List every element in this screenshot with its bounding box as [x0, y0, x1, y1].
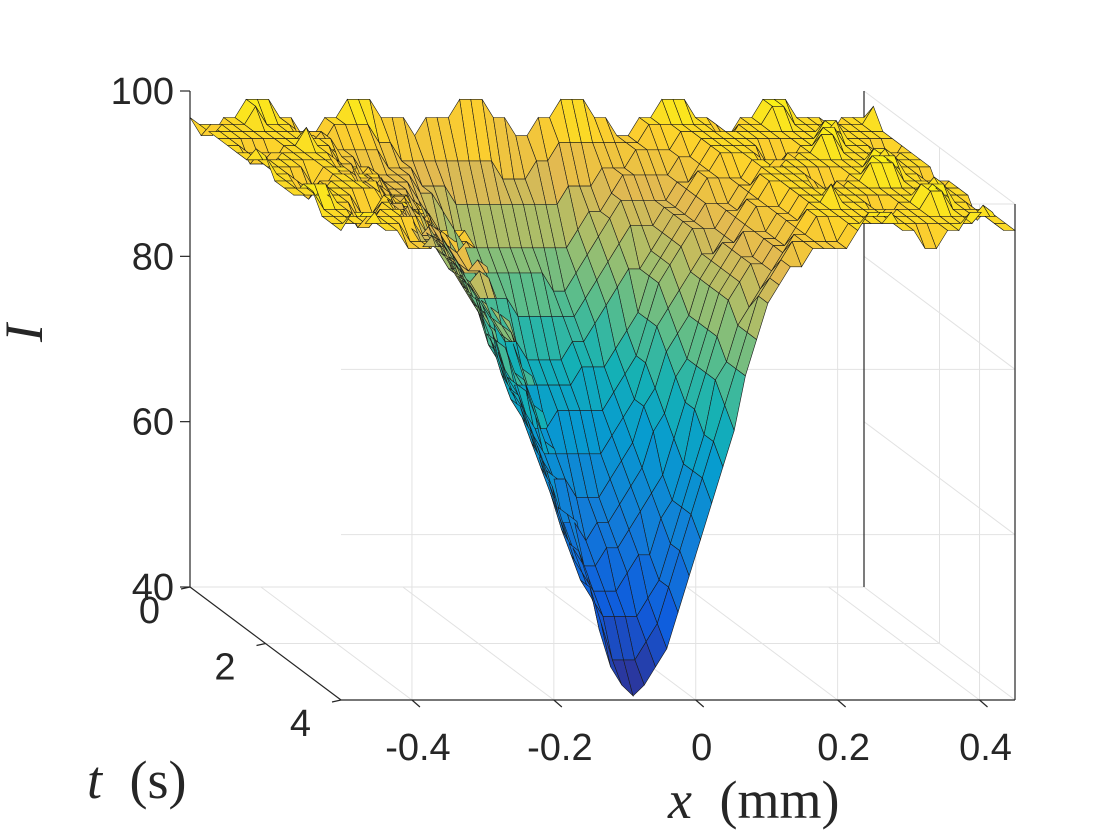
- x-axis-label-unit: (mm): [719, 770, 839, 830]
- x-tick-label: 0: [691, 727, 712, 769]
- z-tick-label: 80: [132, 236, 174, 278]
- t-tick-mark: [331, 699, 342, 703]
- x-tick-mark: [837, 699, 847, 708]
- surface-face: [623, 659, 645, 697]
- y-axis-label-unit: (s): [130, 750, 187, 810]
- y-axis-label: t (s): [87, 750, 187, 810]
- z-tick-label: 60: [132, 402, 174, 444]
- surface-face: [915, 223, 937, 249]
- x-tick-mark: [979, 699, 988, 708]
- x-axis-label: x (mm): [667, 770, 839, 830]
- z-axis-label: I: [0, 321, 54, 343]
- z-axis-label-var: I: [0, 321, 54, 343]
- x-tick-mark: [553, 699, 563, 708]
- surface-mesh: [189, 98, 1016, 697]
- z-tick-label: 100: [111, 71, 174, 113]
- z-tick-label: 40: [132, 567, 174, 609]
- x-tick-label: -0.4: [385, 727, 450, 769]
- tick-marks: [180, 90, 988, 708]
- surface-face: [984, 216, 1007, 224]
- y-axis-label-var: t: [87, 750, 104, 810]
- surface-face: [993, 223, 1016, 231]
- x-tick-label: -0.2: [527, 727, 592, 769]
- surface-face: [824, 241, 848, 249]
- x-axis-label-var: x: [667, 770, 692, 830]
- t-tick-mark: [256, 642, 266, 647]
- surface-face: [330, 212, 353, 231]
- x-tick-label: 0.4: [959, 727, 1012, 769]
- t-tick-mark: [180, 586, 191, 590]
- t-tick-label: 0: [139, 590, 160, 632]
- x-tick-mark: [411, 699, 421, 708]
- surface-face: [950, 216, 973, 224]
- x-tick-label: 0.2: [817, 727, 870, 769]
- axes-box: [189, 91, 1016, 701]
- t-tick-label: 2: [214, 647, 235, 689]
- surface-face: [200, 124, 223, 136]
- t-tick-label: 4: [290, 703, 311, 745]
- tick-labels: 40 60 80 100 0 2 4 -0.4 -0.2 0 0.2 0.4: [111, 71, 1012, 769]
- x-tick-mark: [695, 699, 705, 708]
